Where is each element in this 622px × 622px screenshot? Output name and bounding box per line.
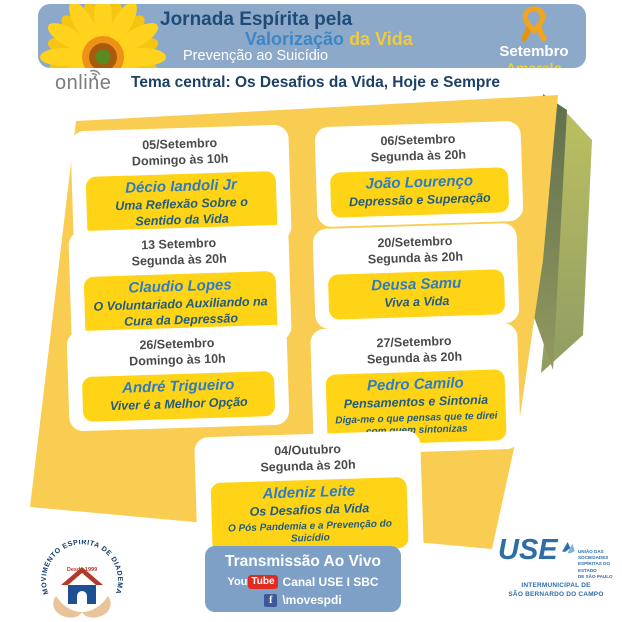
- speaker-box: Deusa Samu Viva a Vida: [327, 268, 506, 320]
- subheader: online Tema central: Os Desafios da Vida…: [0, 68, 622, 98]
- event-card-20-setembro: 20/Setembro Segunda às 20h Deusa Samu Vi…: [312, 222, 520, 330]
- speaker-box: João Lourenço Depressão e Superação: [329, 166, 510, 218]
- flyer-title-line2: Valorização da Vida: [245, 29, 413, 50]
- event-card-26-setembro: 26/Setembro Domingo às 10h André Triguei…: [66, 324, 290, 432]
- broadcast-box: Transmissão Ao Vivo You Tube Canal USE I …: [205, 546, 401, 612]
- title-da-vida: da Vida: [344, 29, 413, 49]
- header-banner: Jornada Espírita pela Valorização da Vid…: [38, 4, 586, 68]
- event-card-06-setembro: 06/Setembro Segunda às 20h João Lourenço…: [314, 120, 524, 228]
- theme-title: Tema central: Os Desafios da Vida, Hoje …: [131, 74, 500, 91]
- awareness-ribbon-icon: [520, 6, 548, 43]
- footer: MOVIMENTO ESPÍRITA DE DIADEMA Desde 1999…: [0, 536, 622, 622]
- flyer-title-line1: Jornada Espírita pela: [160, 9, 353, 30]
- use-sub-line2: SÃO BERNARDO DO CAMPO: [508, 591, 604, 599]
- use-small-line2: ESPÍRITAS DO ESTADO: [577, 561, 611, 573]
- use-small-line1: UNIÃO DAS SOCIEDADES: [577, 549, 609, 561]
- use-bird-icon: [561, 542, 575, 554]
- youtube-tube: Tube: [248, 575, 278, 589]
- title-valorizacao: Valorização: [245, 29, 345, 49]
- badge-amarelo: Amarelo: [505, 60, 563, 68]
- use-small-line3: DE SÃO PAULO: [577, 573, 613, 579]
- badge-month: Setembro: [499, 43, 569, 60]
- use-sub-line1: INTERMUNICIPAL DE: [521, 581, 591, 589]
- use-logo: USE UNIÃO DAS SOCIEDADES ESPÍRITAS DO ES…: [498, 536, 614, 599]
- setembro-amarelo-badge: Setembro Amarelo: [488, 5, 580, 68]
- flyer-subtitle: Prevenção ao Suicídio: [183, 48, 329, 64]
- youtube-icon: You Tube: [227, 575, 278, 589]
- sunflower-icon: [40, 4, 166, 68]
- online-label: online: [55, 72, 112, 94]
- youtube-you: You: [227, 576, 248, 588]
- wifi-icon: [90, 69, 101, 78]
- movimento-espirita-diadema-logo: MOVIMENTO ESPÍRITA DE DIADEMA Desde 1999: [41, 540, 122, 618]
- speaker-box: André Trigueiro Viver é a Melhor Opção: [82, 370, 275, 422]
- facebook-handle: \movespdi: [282, 593, 342, 607]
- online-logo: online: [55, 69, 112, 95]
- facebook-row: f \movespdi: [205, 593, 401, 607]
- youtube-row: You Tube Canal USE I SBC: [205, 575, 401, 589]
- facebook-icon: f: [264, 593, 278, 607]
- use-acronym: USE: [498, 534, 558, 566]
- youtube-channel: Canal USE I SBC: [282, 575, 379, 589]
- broadcast-title: Transmissão Ao Vivo: [225, 553, 381, 570]
